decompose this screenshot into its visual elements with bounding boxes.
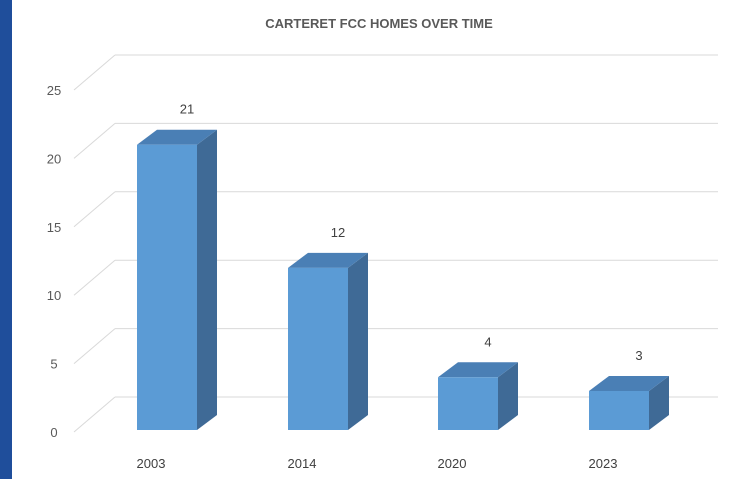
data-label: 12 (331, 225, 345, 240)
gridline-side (73, 396, 116, 433)
bar (137, 129, 217, 430)
bar-side (649, 375, 669, 430)
bar-top (137, 129, 217, 145)
bar (589, 375, 669, 430)
y-tick-label: 5 (50, 357, 57, 372)
gridline-side (73, 328, 116, 364)
data-label: 21 (180, 102, 194, 117)
bar-front (589, 390, 649, 430)
x-category-label: 2014 (288, 456, 317, 471)
bar-side (498, 362, 518, 430)
chart-title: CARTERET FCC HOMES OVER TIME (265, 16, 493, 31)
gridline-side (73, 191, 116, 228)
chart-svg: 0 5 10 15 20 25 2003 2014 2020 2023 21 12 4 3 CARTE… (47, 16, 718, 471)
x-category-label: 2020 (438, 456, 467, 471)
data-label: 4 (484, 334, 491, 349)
x-category-label: 2003 (137, 456, 166, 471)
bar-front (288, 267, 348, 430)
x-axis-categories: 2003 2014 2020 2023 (137, 456, 618, 471)
y-tick-label: 15 (47, 220, 61, 235)
bar-top (589, 375, 669, 391)
gridline-side (73, 54, 116, 91)
bars (137, 129, 669, 430)
y-tick-label: 10 (47, 288, 61, 303)
bar (288, 252, 368, 430)
y-axis-ticks: 0 5 10 15 20 25 (47, 83, 61, 440)
bar-front (137, 144, 197, 430)
y-tick-label: 20 (47, 151, 61, 166)
bar-top (288, 252, 368, 268)
bar-front (438, 377, 498, 430)
gridline-side (73, 123, 116, 159)
bar-top (438, 362, 518, 378)
data-labels: 21 12 4 3 (180, 102, 643, 363)
gridline-side (73, 259, 116, 296)
bar (438, 362, 518, 430)
x-category-label: 2023 (589, 456, 618, 471)
bar-side (348, 252, 368, 430)
y-tick-label: 0 (50, 425, 57, 440)
data-label: 3 (635, 348, 642, 363)
chart-frame: 0 5 10 15 20 25 2003 2014 2020 2023 21 12 4 3 CARTE… (12, 0, 753, 479)
bar-side (197, 129, 217, 430)
y-tick-label: 25 (47, 83, 61, 98)
